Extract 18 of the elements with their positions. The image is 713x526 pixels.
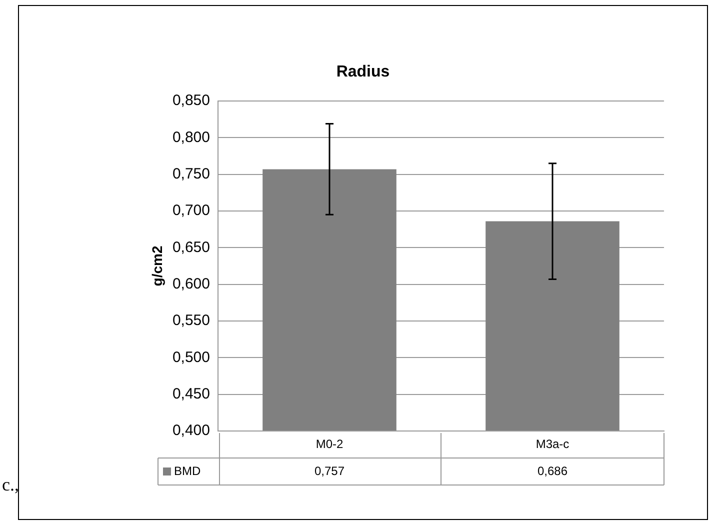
- y-tick-label: 0,700: [172, 202, 210, 220]
- text: 0,757: [314, 464, 345, 478]
- y-tick-label: 0,750: [172, 165, 210, 182]
- y-tick-label: 0,850: [172, 92, 210, 110]
- text: 0,686: [537, 464, 568, 478]
- chart-title: Radius: [336, 63, 390, 80]
- y-tick-label: 0,600: [172, 275, 210, 292]
- legend-label: BMD: [174, 464, 201, 478]
- y-axis-title: g/cm2: [148, 246, 165, 286]
- y-tick-label: 0,450: [172, 385, 210, 402]
- x-tick-label: M3a-c: [536, 436, 570, 451]
- y-tick-label: 0,400: [172, 422, 210, 440]
- y-tick-label: 0,800: [172, 128, 210, 146]
- y-tick-label: 0,550: [172, 312, 210, 330]
- text: c.,: [2, 474, 19, 495]
- y-tick-label: 0,500: [172, 348, 210, 366]
- y-tick-label: 0,650: [172, 238, 210, 256]
- x-tick-label: M0-2: [316, 436, 344, 451]
